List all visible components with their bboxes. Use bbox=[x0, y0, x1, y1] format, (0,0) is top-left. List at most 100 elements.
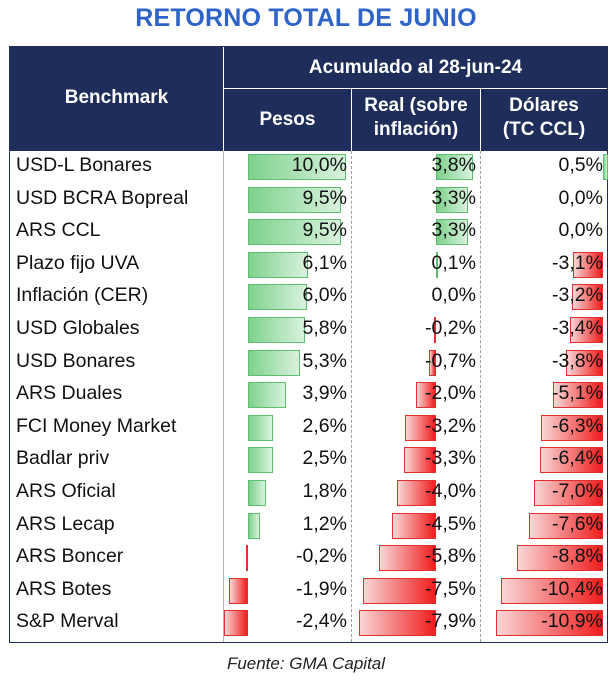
data-bar bbox=[248, 154, 346, 180]
data-bar bbox=[572, 251, 603, 278]
data-label: -7,6% bbox=[552, 512, 603, 535]
header-dolares: Dólares (TC CCL) bbox=[481, 94, 607, 142]
value-cell: 0,1% bbox=[352, 249, 480, 282]
row-label: USD BCRA Bopreal bbox=[16, 186, 189, 209]
data-label: -4,0% bbox=[425, 480, 476, 502]
header-dolares-line2: (TC CCL) bbox=[502, 119, 586, 140]
value-cell: 6,1% bbox=[224, 249, 351, 282]
data-bar bbox=[248, 382, 287, 409]
value-cell: -0,7% bbox=[352, 347, 480, 380]
data-label: 5,8% bbox=[302, 317, 347, 339]
data-label: 3,3% bbox=[431, 186, 476, 209]
header-group: Acumulado al 28-jun-24 bbox=[308, 57, 523, 78]
data-bar bbox=[229, 577, 248, 604]
header-divider-1 bbox=[351, 89, 352, 151]
value-cell: 3,9% bbox=[224, 379, 351, 412]
table-row: USD Bonares 5,3% -0,7% -3,8% bbox=[10, 347, 607, 380]
value-cell: -4,0% bbox=[352, 477, 480, 510]
data-bar bbox=[528, 512, 603, 539]
data-bar bbox=[248, 284, 307, 311]
data-label: -10,4% bbox=[541, 577, 603, 600]
data-bar bbox=[541, 414, 603, 441]
value-cell: -4,5% bbox=[352, 510, 480, 543]
data-label: 10,0% bbox=[291, 154, 347, 176]
row-label: Badlar priv bbox=[16, 447, 110, 470]
value-cell: 9,5% bbox=[224, 184, 351, 217]
data-bar bbox=[246, 545, 249, 572]
data-bar bbox=[436, 219, 469, 246]
value-cell: -10,4% bbox=[481, 575, 607, 608]
row-label: Plazo fijo UVA bbox=[16, 251, 140, 274]
header-real-line2: inflación) bbox=[373, 119, 459, 140]
data-label: -10,9% bbox=[541, 610, 603, 633]
data-label: -1,9% bbox=[296, 577, 347, 600]
data-label: -3,8% bbox=[552, 349, 603, 372]
value-cell: 1,2% bbox=[224, 510, 351, 543]
data-label: -3,2% bbox=[552, 284, 603, 307]
value-cell: -3,4% bbox=[481, 314, 607, 347]
table-row: Plazo fijo UVA 6,1% 0,1% -3,1% bbox=[10, 249, 607, 282]
data-bar bbox=[434, 317, 437, 343]
data-label: 9,5% bbox=[302, 186, 347, 209]
data-label: 0,0% bbox=[558, 219, 603, 242]
source-note: Fuente: GMA Capital bbox=[226, 654, 386, 673]
value-cell: 6,0% bbox=[224, 281, 351, 314]
value-cell: -0,2% bbox=[352, 314, 480, 347]
data-bar bbox=[404, 414, 436, 441]
data-bar bbox=[436, 251, 438, 278]
value-cell: -3,2% bbox=[481, 281, 607, 314]
data-label: 5,3% bbox=[302, 349, 347, 372]
row-label: ARS Botes bbox=[16, 577, 112, 600]
table-row: USD-L Bonares 10,0% 3,8% 0,5% bbox=[10, 151, 608, 184]
header-benchmark-bg bbox=[10, 47, 223, 151]
data-label: -3,4% bbox=[552, 317, 603, 339]
header-real: Real (sobre inflación) bbox=[352, 94, 480, 142]
data-bar bbox=[248, 186, 342, 213]
value-cell: -1,9% bbox=[224, 575, 351, 608]
data-label: 6,0% bbox=[302, 284, 347, 307]
header-divider-2 bbox=[480, 89, 481, 151]
data-bar bbox=[396, 480, 436, 506]
column-divider-2 bbox=[480, 151, 481, 642]
value-cell: 5,8% bbox=[224, 314, 351, 347]
value-cell: -7,6% bbox=[481, 510, 607, 543]
value-cell: 3,3% bbox=[352, 184, 480, 217]
row-label: ARS CCL bbox=[16, 219, 101, 242]
row-label: USD Bonares bbox=[16, 349, 136, 372]
value-cell: -7,5% bbox=[352, 575, 480, 608]
data-bar bbox=[603, 154, 608, 180]
chart-title: RETORNO TOTAL DE JUNIO bbox=[135, 4, 477, 32]
value-cell: -8,8% bbox=[481, 542, 607, 575]
data-bar bbox=[429, 349, 436, 376]
data-label: -3,1% bbox=[552, 251, 603, 274]
table-row: Inflación (CER) 6,0% 0,0% -3,2% bbox=[10, 281, 607, 314]
data-bar bbox=[248, 414, 274, 441]
data-label: -6,3% bbox=[552, 414, 603, 437]
column-divider-1 bbox=[351, 151, 352, 642]
header-benchmark: Benchmark bbox=[64, 87, 169, 108]
data-label: 9,5% bbox=[302, 219, 347, 242]
data-label: -5,1% bbox=[552, 382, 603, 405]
data-label: 0,0% bbox=[431, 284, 476, 307]
data-label: 0,5% bbox=[558, 154, 603, 176]
value-cell: 0,0% bbox=[352, 281, 480, 314]
data-label: 3,3% bbox=[431, 219, 476, 242]
value-cell: 5,3% bbox=[224, 347, 351, 380]
data-label: 1,2% bbox=[302, 512, 347, 535]
row-label: Inflación (CER) bbox=[16, 284, 149, 307]
value-cell: -6,4% bbox=[481, 444, 607, 477]
value-cell: -7,9% bbox=[352, 607, 480, 640]
table-row: FCI Money Market 2,6% -3,2% -6,3% bbox=[10, 412, 607, 445]
header-pesos: Pesos bbox=[224, 108, 351, 132]
table-row: USD BCRA Bopreal 9,5% 3,3% 0,0% bbox=[10, 184, 607, 217]
value-cell: -5,8% bbox=[352, 542, 480, 575]
value-cell: 0,5% bbox=[481, 151, 608, 184]
returns-table: Benchmark Acumulado al 28-jun-24 Pesos R… bbox=[9, 46, 608, 643]
row-label: USD Globales bbox=[16, 317, 140, 339]
data-label: -3,3% bbox=[425, 447, 476, 470]
data-label: -2,4% bbox=[296, 610, 347, 633]
data-label: 6,1% bbox=[302, 251, 347, 274]
value-cell: 2,5% bbox=[224, 444, 351, 477]
value-cell: 0,0% bbox=[481, 184, 607, 217]
data-label: 3,8% bbox=[431, 154, 476, 176]
